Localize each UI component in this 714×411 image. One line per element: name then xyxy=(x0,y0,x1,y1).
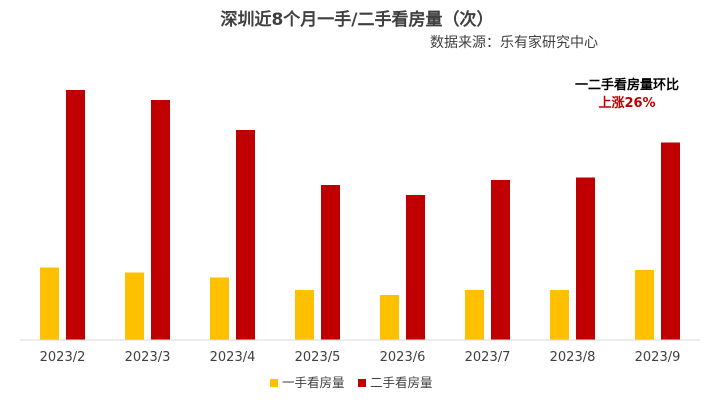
x-tick-label: 2023/2 xyxy=(40,350,86,365)
x-tick-label: 2023/7 xyxy=(465,350,511,365)
bar-first-hand-2023-8 xyxy=(550,290,569,340)
chart-title: 深圳近8个月一手/二手看房量（次） xyxy=(220,9,493,30)
legend-swatch-second-hand xyxy=(358,379,366,387)
bar-second-hand-2023-7 xyxy=(491,180,510,340)
legend: 一手看房量 二手看房量 xyxy=(270,375,433,390)
x-tick-label: 2023/6 xyxy=(380,350,426,365)
x-tick-label: 2023/4 xyxy=(210,350,256,365)
legend-label-second-hand: 二手看房量 xyxy=(370,375,433,390)
x-tick-label: 2023/8 xyxy=(550,350,596,365)
x-tick-label: 2023/3 xyxy=(125,350,171,365)
bar-first-hand-2023-6 xyxy=(380,295,399,340)
bar-second-hand-2023-4 xyxy=(236,130,255,340)
legend-label-first-hand: 一手看房量 xyxy=(282,375,345,390)
bar-first-hand-2023-9 xyxy=(635,270,654,340)
bar-first-hand-2023-3 xyxy=(125,272,144,340)
bar-second-hand-2023-9 xyxy=(661,142,680,340)
x-tick-label: 2023/5 xyxy=(295,350,341,365)
annotation-title: 一二手看房量环比 xyxy=(575,77,679,93)
bar-second-hand-2023-2 xyxy=(66,90,85,340)
annotation-value: 上涨26% xyxy=(598,96,655,111)
bar-first-hand-2023-5 xyxy=(295,290,314,340)
chart-subtitle: 数据来源：乐有家研究中心 xyxy=(430,34,598,51)
x-tick-labels: 2023/2 2023/3 2023/4 2023/5 2023/6 2023/7 2023… xyxy=(40,350,681,365)
bar-second-hand-2023-8 xyxy=(576,177,595,340)
legend-swatch-first-hand xyxy=(270,379,278,387)
bar-second-hand-2023-3 xyxy=(151,100,170,340)
bar-first-hand-2023-7 xyxy=(465,290,484,340)
bar-second-hand-2023-6 xyxy=(406,195,425,340)
x-tick-label: 2023/9 xyxy=(635,350,681,365)
bar-second-hand-2023-5 xyxy=(321,185,340,340)
bar-first-hand-2023-4 xyxy=(210,277,229,340)
bar-first-hand-2023-2 xyxy=(40,267,59,340)
bars-group xyxy=(40,90,680,340)
